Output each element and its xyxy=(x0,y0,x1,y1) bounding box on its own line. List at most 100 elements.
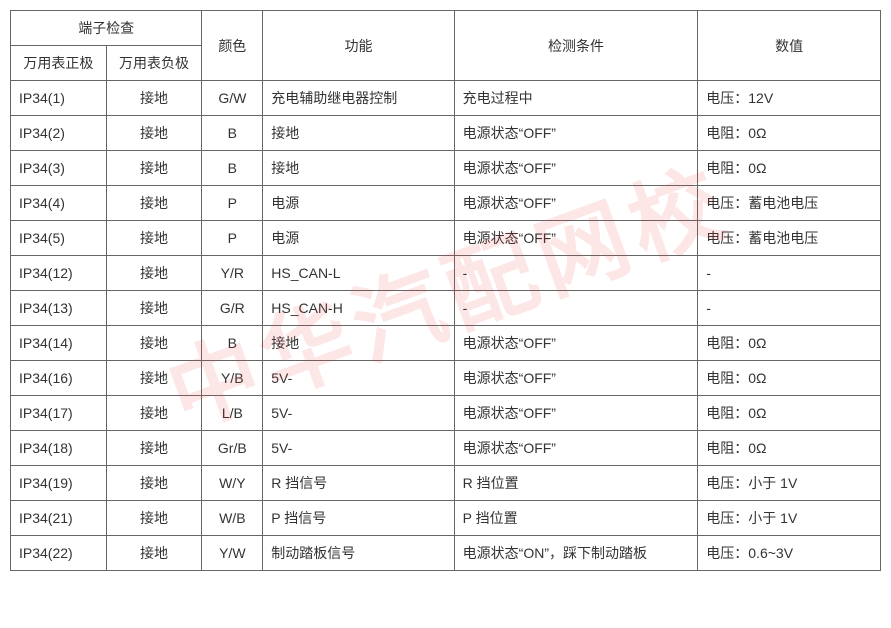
cell-neg: 接地 xyxy=(106,536,202,571)
cell-neg: 接地 xyxy=(106,501,202,536)
header-condition: 检测条件 xyxy=(454,11,698,81)
cell-val: 电阻：0Ω xyxy=(698,326,881,361)
header-value: 数值 xyxy=(698,11,881,81)
cell-neg: 接地 xyxy=(106,291,202,326)
cell-neg: 接地 xyxy=(106,396,202,431)
table-row: IP34(3)接地B接地电源状态“OFF”电阻：0Ω xyxy=(11,151,881,186)
table-row: IP34(12)接地Y/RHS_CAN-L-- xyxy=(11,256,881,291)
cell-cond: 电源状态“OFF” xyxy=(454,361,698,396)
cell-pos: IP34(1) xyxy=(11,81,107,116)
cell-color: L/B xyxy=(202,396,263,431)
cell-val: 电阻：0Ω xyxy=(698,396,881,431)
cell-val: - xyxy=(698,291,881,326)
cell-val: 电压：小于 1V xyxy=(698,501,881,536)
cell-func: 接地 xyxy=(263,151,454,186)
cell-neg: 接地 xyxy=(106,81,202,116)
cell-color: P xyxy=(202,186,263,221)
terminal-table: 端子检查 颜色 功能 检测条件 数值 万用表正极 万用表负极 IP34(1)接地… xyxy=(10,10,881,571)
cell-neg: 接地 xyxy=(106,256,202,291)
cell-pos: IP34(5) xyxy=(11,221,107,256)
cell-val: 电压：12V xyxy=(698,81,881,116)
cell-pos: IP34(17) xyxy=(11,396,107,431)
cell-val: 电压：小于 1V xyxy=(698,466,881,501)
cell-cond: R 挡位置 xyxy=(454,466,698,501)
cell-val: - xyxy=(698,256,881,291)
table-row: IP34(21)接地W/BP 挡信号P 挡位置电压：小于 1V xyxy=(11,501,881,536)
cell-color: B xyxy=(202,326,263,361)
cell-cond: 电源状态“OFF” xyxy=(454,326,698,361)
table-row: IP34(4)接地P电源电源状态“OFF”电压：蓄电池电压 xyxy=(11,186,881,221)
cell-cond: 电源状态“OFF” xyxy=(454,151,698,186)
cell-pos: IP34(18) xyxy=(11,431,107,466)
cell-func: 接地 xyxy=(263,116,454,151)
cell-neg: 接地 xyxy=(106,326,202,361)
cell-neg: 接地 xyxy=(106,361,202,396)
cell-val: 电压：0.6~3V xyxy=(698,536,881,571)
cell-cond: 充电过程中 xyxy=(454,81,698,116)
cell-cond: - xyxy=(454,291,698,326)
table-row: IP34(17)接地L/B5V-电源状态“OFF”电阻：0Ω xyxy=(11,396,881,431)
cell-val: 电阻：0Ω xyxy=(698,116,881,151)
cell-func: 接地 xyxy=(263,326,454,361)
cell-pos: IP34(4) xyxy=(11,186,107,221)
cell-func: 充电辅助继电器控制 xyxy=(263,81,454,116)
cell-pos: IP34(12) xyxy=(11,256,107,291)
cell-pos: IP34(16) xyxy=(11,361,107,396)
cell-pos: IP34(13) xyxy=(11,291,107,326)
cell-val: 电压：蓄电池电压 xyxy=(698,221,881,256)
table-row: IP34(19)接地W/YR 挡信号R 挡位置电压：小于 1V xyxy=(11,466,881,501)
cell-cond: 电源状态“OFF” xyxy=(454,186,698,221)
cell-color: W/B xyxy=(202,501,263,536)
cell-neg: 接地 xyxy=(106,221,202,256)
cell-color: Gr/B xyxy=(202,431,263,466)
cell-cond: - xyxy=(454,256,698,291)
cell-func: R 挡信号 xyxy=(263,466,454,501)
cell-cond: 电源状态“ON”，踩下制动踏板 xyxy=(454,536,698,571)
cell-neg: 接地 xyxy=(106,116,202,151)
table-row: IP34(5)接地P电源电源状态“OFF”电压：蓄电池电压 xyxy=(11,221,881,256)
table-body: IP34(1)接地G/W充电辅助继电器控制充电过程中电压：12VIP34(2)接… xyxy=(11,81,881,571)
cell-color: W/Y xyxy=(202,466,263,501)
header-color: 颜色 xyxy=(202,11,263,81)
cell-val: 电阻：0Ω xyxy=(698,431,881,466)
cell-pos: IP34(21) xyxy=(11,501,107,536)
cell-color: B xyxy=(202,151,263,186)
cell-func: 5V- xyxy=(263,431,454,466)
cell-pos: IP34(3) xyxy=(11,151,107,186)
cell-func: 制动踏板信号 xyxy=(263,536,454,571)
cell-cond: 电源状态“OFF” xyxy=(454,431,698,466)
cell-func: P 挡信号 xyxy=(263,501,454,536)
cell-color: G/W xyxy=(202,81,263,116)
cell-pos: IP34(2) xyxy=(11,116,107,151)
cell-func: HS_CAN-H xyxy=(263,291,454,326)
table-row: IP34(22)接地Y/W制动踏板信号电源状态“ON”，踩下制动踏板电压：0.6… xyxy=(11,536,881,571)
table-row: IP34(13)接地G/RHS_CAN-H-- xyxy=(11,291,881,326)
cell-color: Y/R xyxy=(202,256,263,291)
cell-func: 5V- xyxy=(263,396,454,431)
cell-neg: 接地 xyxy=(106,431,202,466)
cell-val: 电阻：0Ω xyxy=(698,151,881,186)
header-negative: 万用表负极 xyxy=(106,46,202,81)
cell-neg: 接地 xyxy=(106,466,202,501)
cell-color: B xyxy=(202,116,263,151)
cell-neg: 接地 xyxy=(106,151,202,186)
table-header: 端子检查 颜色 功能 检测条件 数值 万用表正极 万用表负极 xyxy=(11,11,881,81)
cell-cond: P 挡位置 xyxy=(454,501,698,536)
cell-pos: IP34(19) xyxy=(11,466,107,501)
cell-cond: 电源状态“OFF” xyxy=(454,116,698,151)
cell-cond: 电源状态“OFF” xyxy=(454,396,698,431)
cell-func: 电源 xyxy=(263,221,454,256)
cell-color: G/R xyxy=(202,291,263,326)
cell-color: Y/W xyxy=(202,536,263,571)
header-terminal-check: 端子检查 xyxy=(11,11,202,46)
cell-val: 电压：蓄电池电压 xyxy=(698,186,881,221)
table-row: IP34(16)接地Y/B5V-电源状态“OFF”电阻：0Ω xyxy=(11,361,881,396)
cell-color: Y/B xyxy=(202,361,263,396)
table-row: IP34(14)接地B接地电源状态“OFF”电阻：0Ω xyxy=(11,326,881,361)
cell-neg: 接地 xyxy=(106,186,202,221)
cell-val: 电阻：0Ω xyxy=(698,361,881,396)
cell-func: 5V- xyxy=(263,361,454,396)
table-row: IP34(2)接地B接地电源状态“OFF”电阻：0Ω xyxy=(11,116,881,151)
header-function: 功能 xyxy=(263,11,454,81)
cell-func: HS_CAN-L xyxy=(263,256,454,291)
